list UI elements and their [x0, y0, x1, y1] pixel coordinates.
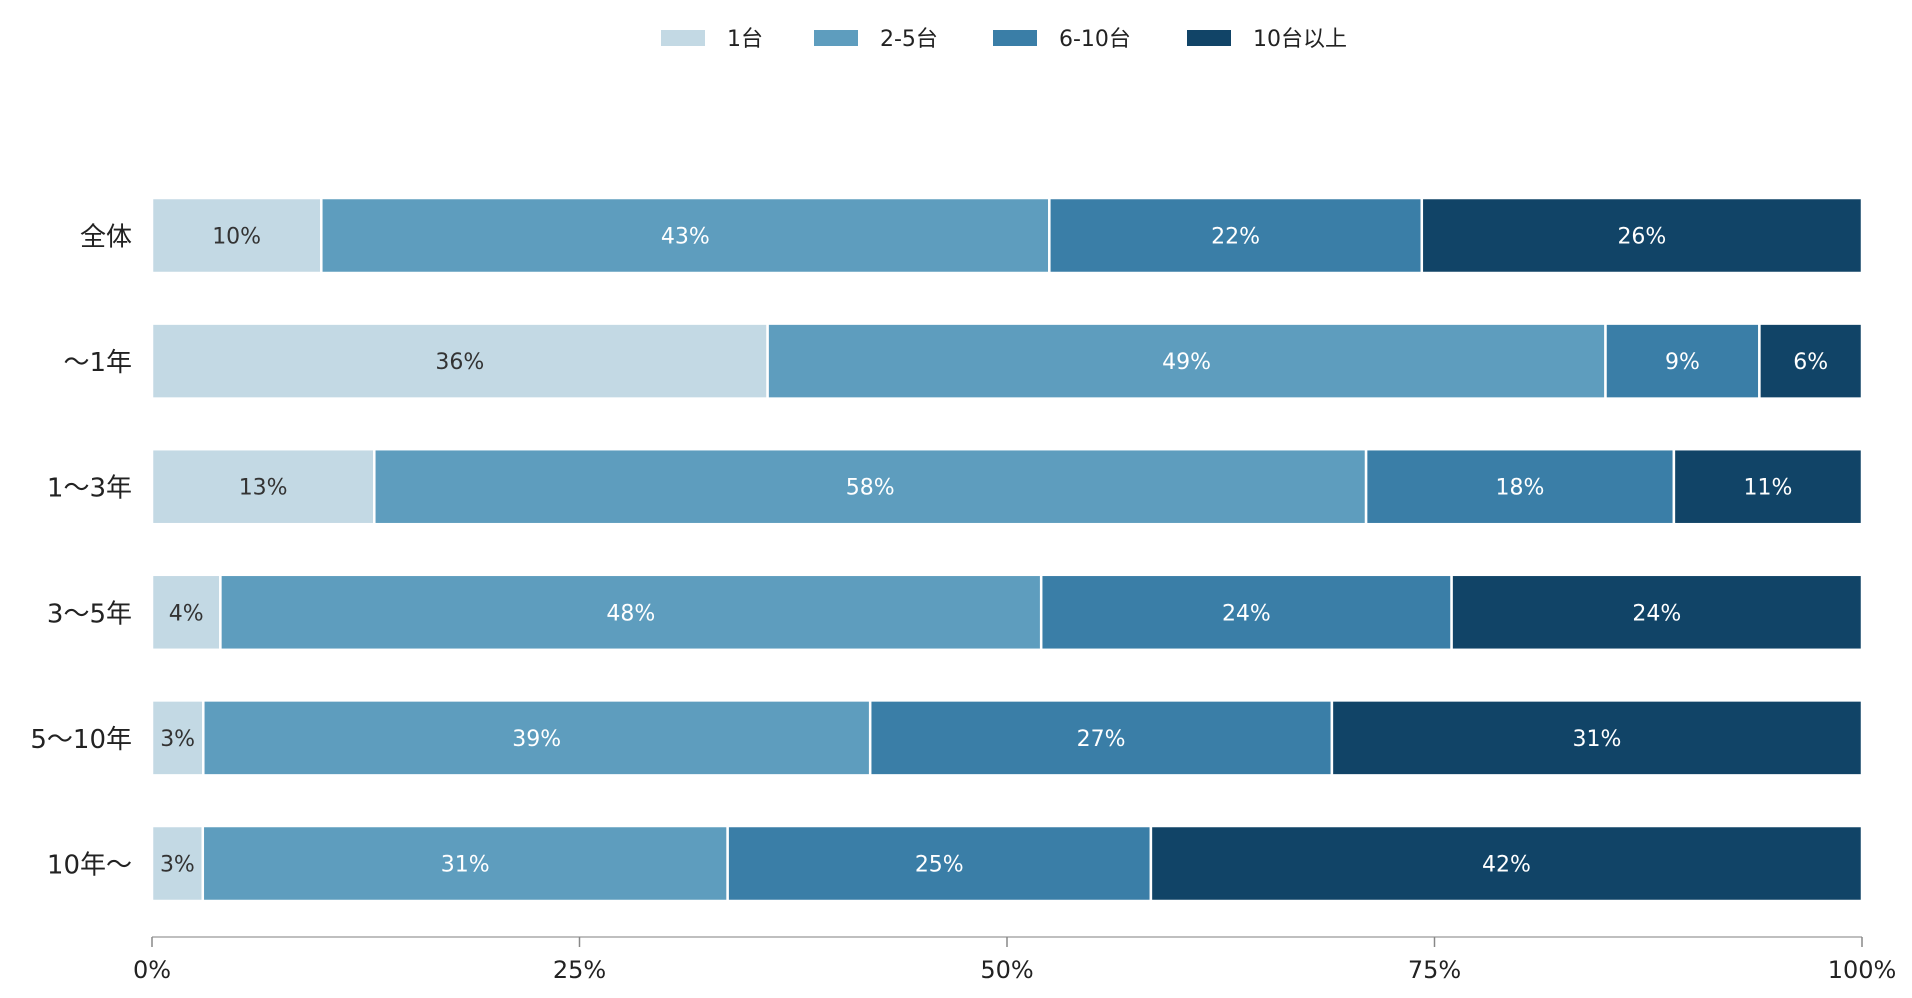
bar-segment	[320, 196, 1051, 275]
bar-value-label: 6%	[1793, 350, 1828, 375]
bar-segment	[726, 824, 1153, 903]
bar-value-label: 58%	[846, 476, 895, 501]
bar-row	[150, 447, 1864, 526]
bar-segment	[1149, 824, 1864, 903]
bar-segment	[1450, 573, 1864, 652]
bar-value-label: 13%	[239, 476, 288, 501]
bar-value-label: 43%	[661, 225, 710, 250]
bar-value-label: 25%	[915, 853, 964, 878]
category-label: 3〜5年	[47, 599, 132, 629]
bar-value-label: 42%	[1482, 853, 1531, 878]
bar-value-label: 24%	[1222, 601, 1271, 626]
bar-segment	[150, 573, 222, 652]
bar-segment	[1420, 196, 1864, 275]
legend-swatch	[814, 30, 858, 46]
x-tick-label: 50%	[980, 956, 1033, 984]
legend-label: 10台以上	[1253, 27, 1347, 52]
legend-item: 6-10台	[993, 27, 1131, 52]
legend-swatch	[993, 30, 1037, 46]
bar-row	[150, 322, 1864, 400]
legend-swatch	[661, 30, 705, 46]
bar-segment	[766, 322, 1607, 400]
bar-segment	[219, 573, 1043, 652]
x-axis: 0% 25% 50% 75% 100%	[133, 936, 1897, 984]
bar-segment	[1758, 322, 1864, 400]
bar-value-label: 3%	[160, 727, 195, 752]
legend-swatch	[1187, 30, 1231, 46]
bar-value-label: 31%	[441, 853, 490, 878]
bar-value-label: 27%	[1077, 727, 1126, 752]
bar-row	[150, 573, 1864, 652]
bar-value-label: 22%	[1211, 225, 1260, 250]
bar-segment	[202, 699, 872, 777]
x-tick-label: 75%	[1408, 956, 1461, 984]
bar-segment	[1672, 447, 1864, 526]
bar-row	[150, 699, 1864, 777]
x-tick-label: 100%	[1828, 956, 1897, 984]
legend-label: 6-10台	[1059, 27, 1131, 52]
category-axis: 全体〜1年 1〜3年 3〜5年 5〜10年 10年〜	[30, 223, 132, 881]
bar-value-label: 18%	[1496, 476, 1545, 501]
bar-value-label: 48%	[606, 601, 655, 626]
bar-row	[150, 824, 1864, 903]
bar-row	[150, 196, 1864, 275]
bar-segment	[373, 447, 1368, 526]
legend: 1台 2-5台 6-10台 10台以上	[661, 27, 1347, 52]
legend-item: 1台	[661, 27, 763, 52]
legend-item: 10台以上	[1187, 27, 1347, 52]
bar-value-label: 39%	[512, 727, 561, 752]
legend-label: 1台	[727, 27, 763, 52]
category-label: 5〜10年	[30, 725, 132, 755]
legend-label: 2-5台	[880, 27, 938, 52]
category-label: 1〜3年	[47, 474, 132, 504]
bar-value-label: 9%	[1665, 350, 1700, 375]
bar-segment	[150, 322, 769, 400]
legend-item: 2-5台	[814, 27, 938, 52]
bar-segment	[201, 824, 729, 903]
bar-value-label: 36%	[435, 350, 484, 375]
bar-segment	[868, 699, 1334, 777]
bar-value-label: 26%	[1617, 225, 1666, 250]
category-label: 全体	[80, 223, 132, 253]
bar-segment	[150, 447, 376, 526]
bar-segment	[1330, 699, 1864, 777]
x-tick-label: 25%	[553, 956, 606, 984]
x-tick-label: 0%	[133, 956, 171, 984]
bar-value-label: 4%	[169, 601, 204, 626]
bars	[150, 196, 1864, 903]
bar-value-label: 49%	[1162, 350, 1211, 375]
bar-segment	[150, 824, 205, 903]
data-labels: 10% 43% 22% 26% 36% 49% 9% 6% 13% 58% 18% 11% 4% 48% 2…	[160, 225, 1828, 878]
bar-value-label: 31%	[1572, 727, 1621, 752]
bar-segment	[1604, 322, 1761, 400]
category-label: 10年〜	[47, 851, 132, 881]
bar-value-label: 11%	[1743, 476, 1792, 501]
bar-value-label: 24%	[1632, 601, 1681, 626]
bar-value-label: 3%	[160, 853, 195, 878]
bar-segment	[150, 196, 323, 275]
category-label: 〜1年	[63, 348, 132, 378]
bar-segment	[150, 699, 205, 777]
bar-value-label: 10%	[212, 225, 261, 250]
bar-segment	[1048, 196, 1424, 275]
